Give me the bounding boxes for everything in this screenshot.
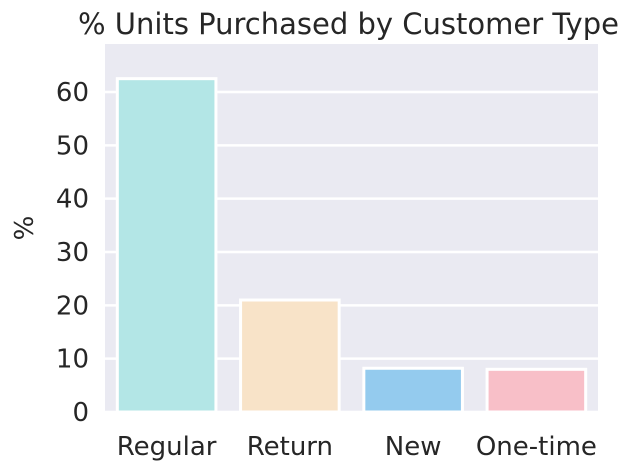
y-axis-label: % — [10, 216, 40, 241]
x-tick-label: One-time — [476, 432, 597, 462]
x-tick-label: Regular — [117, 432, 217, 462]
y-tick-label: 40 — [56, 185, 89, 215]
y-tick-label: 50 — [56, 131, 89, 161]
y-axis-ticks: 0 10 20 30 40 50 60 — [56, 78, 89, 428]
y-tick-label: 20 — [56, 291, 89, 321]
bar-one-time — [485, 367, 588, 414]
bar-return — [239, 298, 341, 414]
x-tick-label: Return — [247, 432, 333, 462]
y-tick-label: 60 — [56, 78, 89, 108]
bar-regular — [115, 77, 218, 414]
x-tick-label: New — [385, 432, 442, 462]
y-tick-label: 30 — [56, 238, 89, 268]
chart-title: % Units Purchased by Customer Type — [78, 7, 619, 41]
y-tick-label: 10 — [56, 345, 89, 375]
bars — [115, 77, 588, 414]
bar-new — [362, 366, 464, 414]
y-tick-label: 0 — [72, 398, 89, 428]
x-axis-ticks: Regular Return New One-time — [117, 432, 597, 462]
